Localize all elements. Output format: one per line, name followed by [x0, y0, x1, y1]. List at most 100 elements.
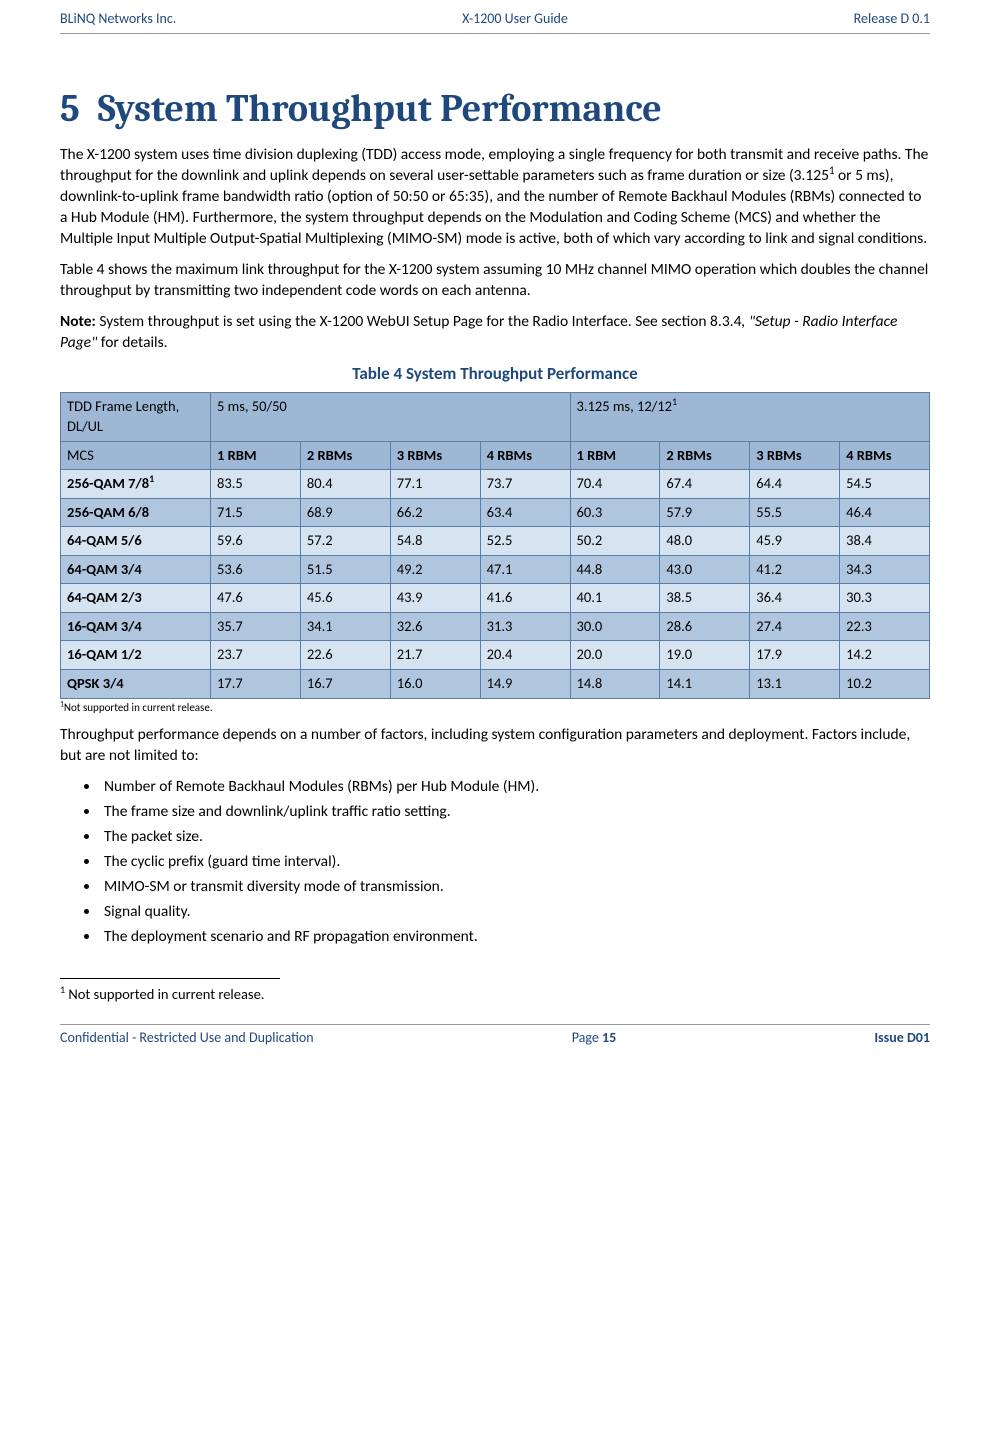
table-footnote: 1Not supported in current release.	[60, 701, 930, 716]
value-cell: 38.4	[840, 527, 930, 556]
value-cell: 30.3	[840, 584, 930, 613]
list-item: MIMO-SM or transmit diversity mode of tr…	[100, 877, 930, 898]
hdr-group-2-sup: 1	[672, 396, 677, 409]
factor-list: Number of Remote Backhaul Modules (RBMs)…	[100, 777, 930, 947]
value-cell: 66.2	[390, 498, 480, 527]
note-lead: Note:	[60, 312, 96, 331]
value-cell: 67.4	[660, 470, 750, 499]
value-cell: 20.4	[480, 641, 570, 670]
hdr-mcs: MCS	[61, 441, 211, 470]
value-cell: 47.1	[480, 555, 570, 584]
value-cell: 64.4	[750, 470, 840, 499]
value-cell: 35.7	[211, 612, 301, 641]
value-cell: 10.2	[840, 670, 930, 699]
paragraph-3: Throughput performance depends on a numb…	[60, 725, 930, 767]
value-cell: 51.5	[300, 555, 390, 584]
value-cell: 14.2	[840, 641, 930, 670]
throughput-table: TDD Frame Length, DL/UL 5 ms, 50/50 3.12…	[60, 392, 930, 698]
paragraph-1: The X-1200 system uses time division dup…	[60, 145, 930, 250]
chapter-title: 5 System Throughput Performance	[60, 84, 930, 135]
table-row: 64-QAM 3/453.651.549.247.144.843.041.234…	[61, 555, 930, 584]
mcs-cell: 256-QAM 7/81	[61, 470, 211, 499]
value-cell: 36.4	[750, 584, 840, 613]
table-header-row-1: TDD Frame Length, DL/UL 5 ms, 50/50 3.12…	[61, 393, 930, 441]
hdr-col: 4 RBMs	[480, 441, 570, 470]
value-cell: 73.7	[480, 470, 570, 499]
value-cell: 59.6	[211, 527, 301, 556]
header-center: X-1200 User Guide	[462, 10, 568, 29]
value-cell: 19.0	[660, 641, 750, 670]
value-cell: 14.1	[660, 670, 750, 699]
list-item: The frame size and downlink/uplink traff…	[100, 802, 930, 823]
value-cell: 43.9	[390, 584, 480, 613]
value-cell: 27.4	[750, 612, 840, 641]
table-header-row-2: MCS 1 RBM 2 RBMs 3 RBMs 4 RBMs 1 RBM 2 R…	[61, 441, 930, 470]
list-item: The packet size.	[100, 827, 930, 848]
footnote-separator	[60, 978, 280, 979]
table-row: 64-QAM 5/659.657.254.852.550.248.045.938…	[61, 527, 930, 556]
value-cell: 63.4	[480, 498, 570, 527]
hdr-col: 3 RBMs	[390, 441, 480, 470]
value-cell: 53.6	[211, 555, 301, 584]
value-cell: 30.0	[570, 612, 660, 641]
hdr-col: 2 RBMs	[300, 441, 390, 470]
table-footnote-text: Not supported in current release.	[64, 701, 213, 714]
value-cell: 38.5	[660, 584, 750, 613]
mcs-cell: 16-QAM 1/2	[61, 641, 211, 670]
value-cell: 14.8	[570, 670, 660, 699]
chapter-text: System Throughput Performance	[98, 87, 662, 131]
list-item: Number of Remote Backhaul Modules (RBMs)…	[100, 777, 930, 798]
value-cell: 23.7	[211, 641, 301, 670]
hdr-frame-length: TDD Frame Length, DL/UL	[61, 393, 211, 441]
note-a: System throughput is set using the X-120…	[96, 312, 742, 331]
value-cell: 20.0	[570, 641, 660, 670]
paragraph-note: Note: System throughput is set using the…	[60, 312, 930, 354]
hdr-group-1: 5 ms, 50/50	[211, 393, 571, 441]
mcs-cell: 16-QAM 3/4	[61, 612, 211, 641]
value-cell: 16.7	[300, 670, 390, 699]
mcs-cell: QPSK 3/4	[61, 670, 211, 699]
page-header: BLiNQ Networks Inc. X-1200 User Guide Re…	[60, 10, 930, 34]
value-cell: 54.8	[390, 527, 480, 556]
value-cell: 80.4	[300, 470, 390, 499]
hdr-group-2: 3.125 ms, 12/121	[570, 393, 930, 441]
value-cell: 22.6	[300, 641, 390, 670]
value-cell: 32.6	[390, 612, 480, 641]
value-cell: 16.0	[390, 670, 480, 699]
list-item: The deployment scenario and RF propagati…	[100, 927, 930, 948]
value-cell: 70.4	[570, 470, 660, 499]
footer-page-pre: Page	[572, 1029, 602, 1046]
hdr-col: 1 RBM	[570, 441, 660, 470]
p1-part-a: The X-1200 system uses time division dup…	[60, 145, 928, 185]
value-cell: 44.8	[570, 555, 660, 584]
value-cell: 40.1	[570, 584, 660, 613]
value-cell: 77.1	[390, 470, 480, 499]
list-item: The cyclic prefix (guard time interval).	[100, 852, 930, 873]
value-cell: 13.1	[750, 670, 840, 699]
paragraph-2: Table 4 shows the maximum link throughpu…	[60, 260, 930, 302]
value-cell: 55.5	[750, 498, 840, 527]
value-cell: 68.9	[300, 498, 390, 527]
value-cell: 50.2	[570, 527, 660, 556]
table-row: 256-QAM 7/8183.580.477.173.770.467.464.4…	[61, 470, 930, 499]
mcs-cell: 256-QAM 6/8	[61, 498, 211, 527]
footer-left: Confidential - Restricted Use and Duplic…	[60, 1029, 314, 1048]
value-cell: 57.2	[300, 527, 390, 556]
table-row: 64-QAM 2/347.645.643.941.640.138.536.430…	[61, 584, 930, 613]
chapter-number: 5	[60, 87, 80, 131]
footer-page-num: 15	[602, 1029, 616, 1046]
hdr-col: 1 RBM	[211, 441, 301, 470]
value-cell: 43.0	[660, 555, 750, 584]
value-cell: 52.5	[480, 527, 570, 556]
value-cell: 45.9	[750, 527, 840, 556]
note-b: for details.	[97, 333, 167, 352]
value-cell: 54.5	[840, 470, 930, 499]
mcs-cell: 64-QAM 3/4	[61, 555, 211, 584]
hdr-col: 3 RBMs	[750, 441, 840, 470]
value-cell: 31.3	[480, 612, 570, 641]
value-cell: 22.3	[840, 612, 930, 641]
value-cell: 71.5	[211, 498, 301, 527]
hdr-col: 2 RBMs	[660, 441, 750, 470]
table-row: QPSK 3/417.716.716.014.914.814.113.110.2	[61, 670, 930, 699]
mcs-cell: 64-QAM 2/3	[61, 584, 211, 613]
